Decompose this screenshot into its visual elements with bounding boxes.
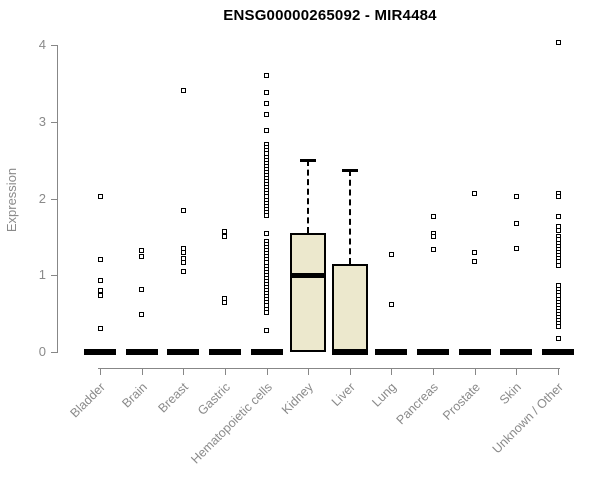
zero-median-bar — [84, 349, 116, 355]
x-axis-tick — [100, 368, 101, 375]
data-point — [388, 301, 394, 307]
zero-median-bar — [500, 349, 533, 355]
data-point — [139, 311, 145, 317]
data-point — [430, 214, 436, 220]
whisker-cap — [300, 159, 317, 163]
data-point — [472, 258, 478, 264]
data-point — [180, 87, 186, 93]
x-axis-tick — [516, 368, 518, 375]
data-point — [222, 229, 228, 234]
y-axis-tick-label: 2 — [38, 190, 46, 206]
y-axis-tick — [51, 198, 58, 200]
y-axis-tick-label: 3 — [38, 113, 46, 129]
x-axis-tick — [308, 368, 310, 375]
x-axis-tick — [141, 368, 143, 375]
data-point — [264, 328, 270, 333]
data-point — [139, 286, 145, 292]
data-point — [264, 100, 270, 106]
data-point — [264, 310, 270, 316]
data-point — [97, 194, 103, 200]
x-axis-tick — [433, 368, 435, 375]
data-point — [97, 326, 103, 332]
data-point — [555, 262, 561, 268]
data-point — [97, 257, 103, 263]
y-axis-tick — [51, 121, 58, 123]
data-point — [430, 234, 436, 240]
zero-median-bar — [375, 349, 408, 355]
zero-median-bar — [417, 349, 450, 355]
box — [290, 233, 327, 352]
data-point — [472, 191, 478, 197]
x-axis-tick — [183, 368, 185, 375]
y-axis-title: Expression — [4, 167, 19, 233]
whisker-cap — [341, 169, 358, 173]
data-point — [97, 278, 103, 284]
data-point — [388, 252, 394, 258]
data-point — [264, 73, 270, 79]
data-point — [555, 324, 561, 330]
y-axis-tick — [51, 45, 58, 46]
y-axis-tick — [51, 352, 58, 353]
zero-median-bar — [333, 349, 366, 355]
x-axis-tick — [224, 368, 226, 375]
y-axis-tick-label: 4 — [38, 37, 46, 52]
zero-median-bar — [208, 349, 241, 355]
data-point — [555, 194, 561, 200]
x-axis-tick — [558, 368, 559, 375]
data-point — [513, 245, 519, 251]
data-point — [180, 245, 186, 251]
data-point — [513, 221, 519, 227]
chart-title: ENSG00000265092 - MIR4484 — [223, 7, 437, 24]
upper-whisker — [348, 170, 351, 264]
zero-median-bar — [125, 349, 158, 355]
zero-median-bar — [542, 349, 574, 355]
data-point — [97, 292, 103, 298]
data-point — [264, 90, 270, 96]
data-point — [180, 208, 186, 214]
y-axis-tick-label: 0 — [38, 344, 46, 359]
upper-whisker — [307, 160, 310, 234]
zero-median-bar — [167, 349, 200, 355]
data-point — [555, 336, 561, 342]
data-point — [555, 214, 561, 220]
data-point — [222, 299, 228, 305]
x-axis-tick-label: Unknown / Other — [489, 380, 566, 457]
data-point — [555, 228, 561, 234]
x-axis-tick — [349, 368, 351, 375]
data-point — [264, 212, 270, 218]
data-point — [264, 127, 270, 133]
x-axis-tick — [266, 368, 268, 375]
data-point — [472, 250, 478, 256]
data-point — [180, 260, 186, 266]
data-point — [555, 40, 561, 46]
zero-median-bar — [250, 349, 283, 355]
data-point — [264, 231, 270, 237]
y-axis-tick — [51, 275, 58, 277]
data-point — [180, 255, 186, 261]
median-line — [290, 272, 327, 278]
data-point — [180, 250, 186, 256]
box — [331, 263, 368, 352]
data-point — [139, 248, 145, 254]
y-axis-tick-label: 1 — [38, 267, 46, 283]
data-point — [139, 253, 145, 259]
data-point — [264, 112, 270, 118]
zero-median-bar — [458, 349, 491, 355]
x-axis-tick — [391, 368, 393, 375]
data-point — [97, 288, 103, 294]
data-point — [180, 268, 186, 274]
x-axis-line — [98, 368, 560, 369]
x-axis-tick — [474, 368, 476, 375]
data-point — [430, 246, 436, 252]
data-point — [513, 194, 519, 200]
data-point — [222, 233, 228, 239]
